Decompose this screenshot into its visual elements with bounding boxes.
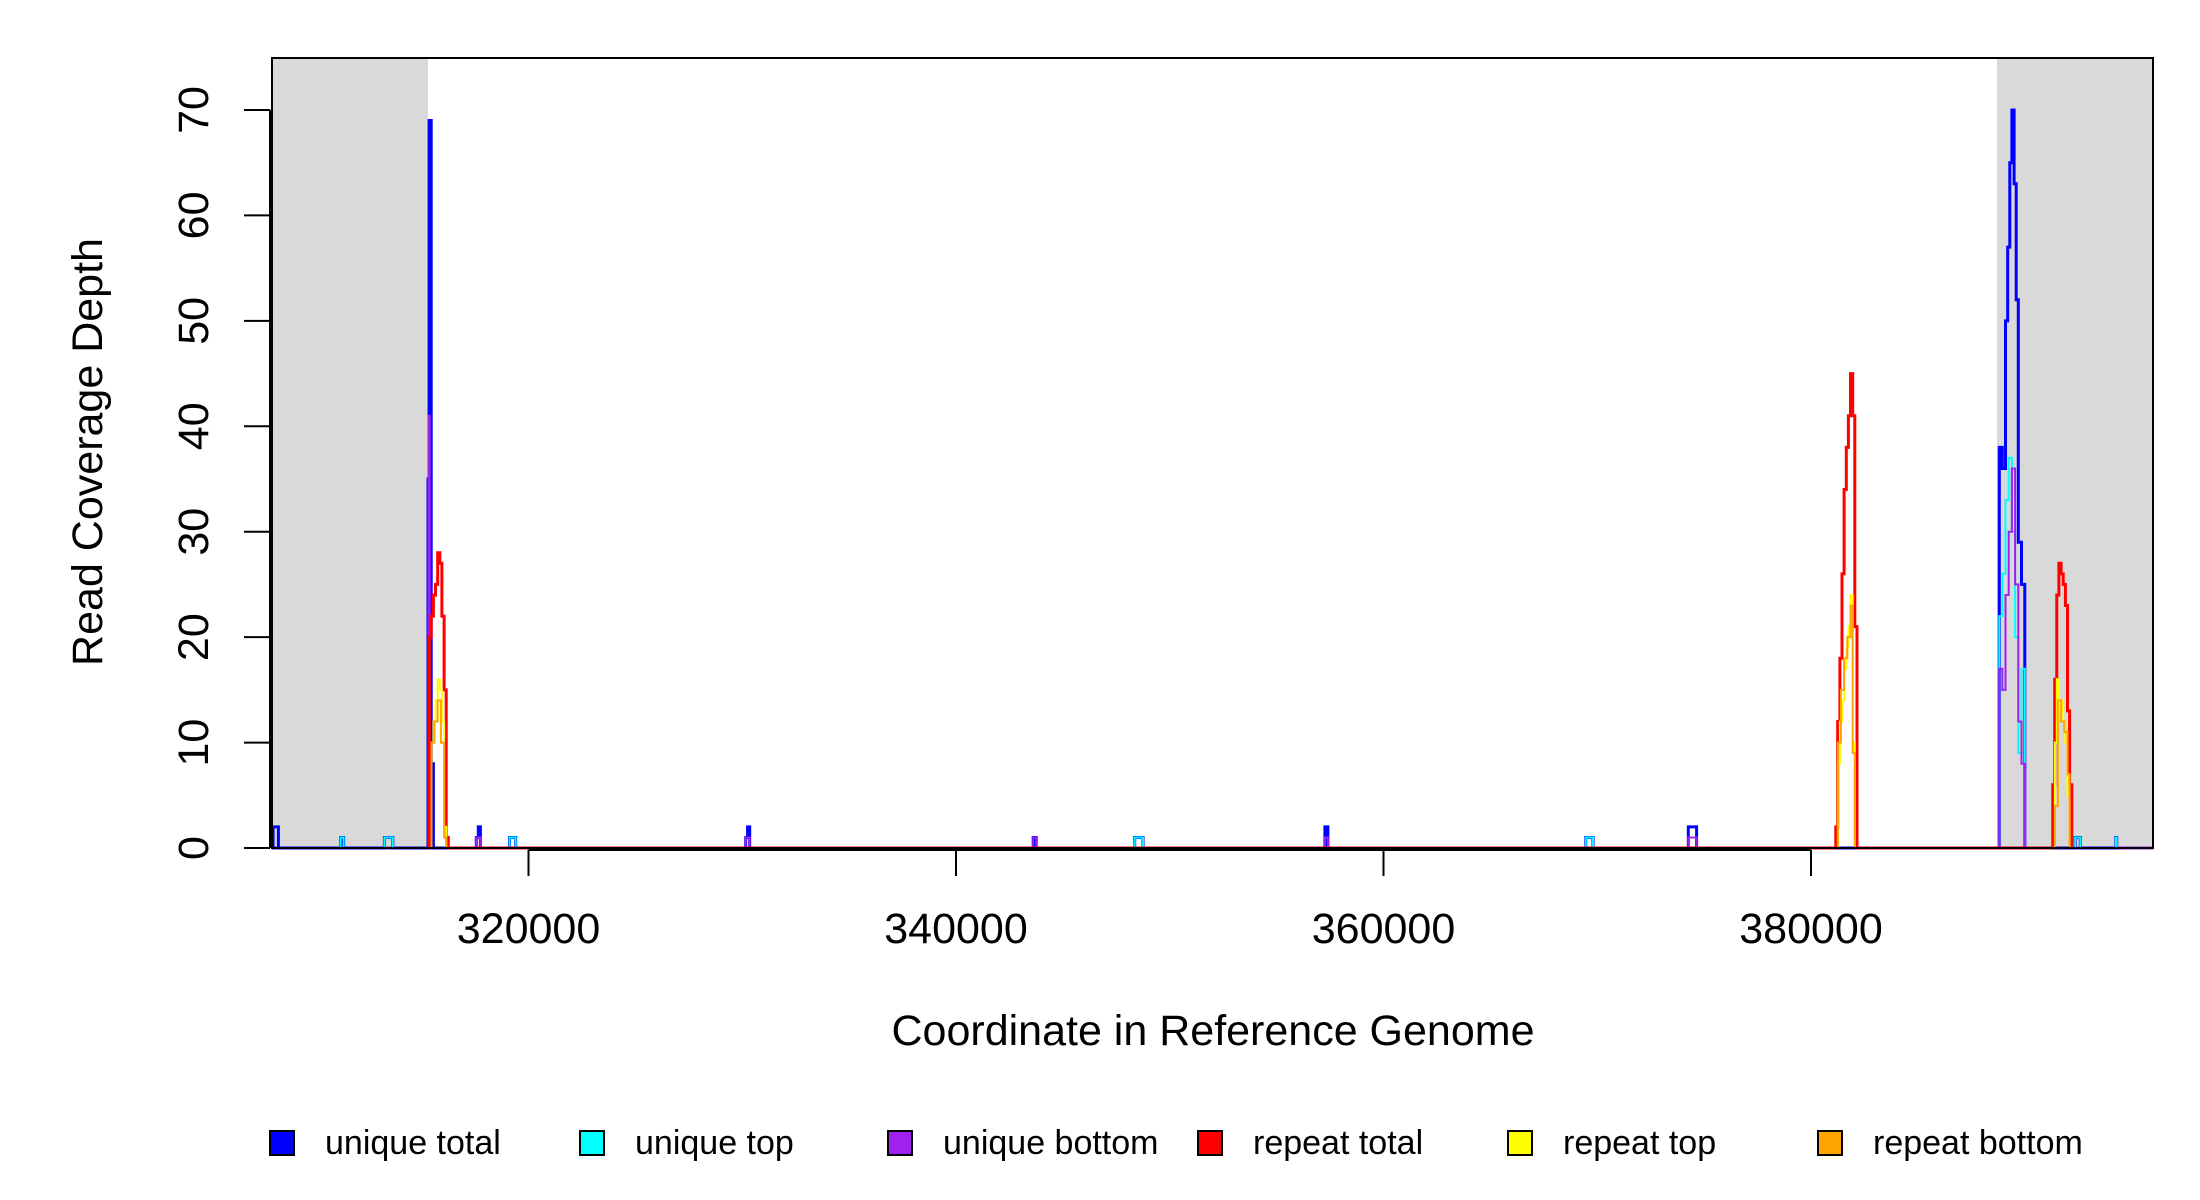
legend-swatch: [887, 1130, 913, 1156]
series-unique-top: [339, 456, 2118, 849]
y-axis-label: Read Coverage Depth: [64, 238, 112, 666]
y-tick-label: 10: [170, 719, 218, 767]
legend-label: unique bottom: [943, 1124, 1159, 1162]
legend-item-repeat-top: repeat top: [1507, 1124, 1716, 1162]
legend-label: repeat top: [1563, 1124, 1716, 1162]
x-axis-label: Coordinate in Reference Genome: [892, 1007, 1535, 1055]
y-tick-label: 70: [170, 86, 218, 134]
x-tick-label: 320000: [457, 905, 601, 953]
plot-frame: [271, 57, 2154, 849]
x-tick-label: 380000: [1739, 905, 1883, 953]
y-tick-label: 0: [170, 836, 218, 860]
shaded-region-2: [1996, 58, 2153, 848]
legend-label: repeat bottom: [1873, 1124, 2083, 1162]
x-axis: 320000 340000 360000 380000: [457, 849, 1883, 953]
shaded-region-1: [272, 58, 429, 848]
x-tick-label: 360000: [1312, 905, 1456, 953]
legend-swatch: [1507, 1130, 1533, 1156]
series-repeat-top: [430, 594, 2071, 849]
legend: unique total unique top unique bottom repea…: [269, 1124, 2083, 1162]
y-tick-label: 30: [170, 508, 218, 556]
legend-swatch: [269, 1130, 295, 1156]
legend-label: unique top: [635, 1124, 794, 1162]
legend-item-unique-bottom: unique bottom: [887, 1124, 1159, 1162]
legend-item-unique-total: unique total: [269, 1124, 501, 1162]
y-tick-label: 60: [170, 192, 218, 240]
legend-swatch: [1197, 1130, 1223, 1156]
y-tick-label: 20: [170, 613, 218, 661]
shaded-regions: [272, 58, 2153, 848]
series-repeat-bottom: [430, 604, 2071, 849]
legend-label: repeat total: [1253, 1124, 1423, 1162]
y-tick-label: 50: [170, 297, 218, 345]
legend-item-repeat-bottom: repeat bottom: [1817, 1124, 2083, 1162]
y-axis: 0 10 20 30 40 50 60 70: [170, 86, 271, 860]
legend-item-unique-top: unique top: [579, 1124, 794, 1162]
series-unique-bottom: [427, 414, 2026, 849]
x-tick-label: 340000: [884, 905, 1028, 953]
y-tick-label: 40: [170, 402, 218, 450]
legend-item-repeat-total: repeat total: [1197, 1124, 1423, 1162]
series-repeat-total: [427, 372, 2074, 850]
legend-label: unique total: [325, 1124, 501, 1162]
legend-swatch: [579, 1130, 605, 1156]
legend-swatch: [1817, 1130, 1843, 1156]
series-layer: [271, 108, 2153, 850]
